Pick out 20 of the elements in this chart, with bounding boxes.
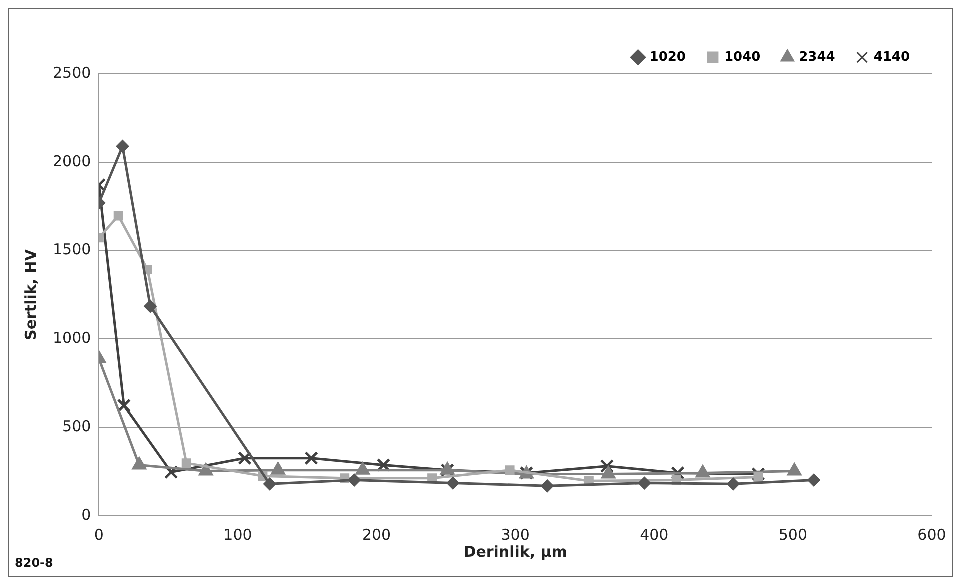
x-axis-title: Derinlik, µm [464, 542, 568, 561]
y-tick-label: 2000 [52, 152, 92, 170]
y-tick-label: 0 [82, 506, 92, 524]
x-tick-label: 300 [501, 526, 530, 544]
y-tick-label: 2500 [52, 64, 92, 82]
x-tick-label: 100 [224, 526, 252, 544]
legend-label: 1040 [724, 50, 761, 65]
y-tick-label: 1000 [52, 329, 92, 348]
legend-label: 1020 [650, 50, 686, 65]
x-tick-label: 0 [94, 526, 104, 544]
x-tick-label: 200 [362, 526, 392, 544]
x-tick-label: 600 [918, 526, 946, 544]
y-tick-label: 1500 [52, 240, 92, 259]
y-axis-title: Sertlik, HV [22, 249, 40, 340]
x-tick-label: 400 [640, 526, 669, 544]
y-tick-label: 500 [62, 417, 92, 436]
text: 820-8 [15, 556, 54, 570]
legend-label: 2344 [799, 50, 836, 65]
legend-label: 4140 [874, 50, 910, 65]
x-tick-label: 500 [778, 526, 808, 544]
